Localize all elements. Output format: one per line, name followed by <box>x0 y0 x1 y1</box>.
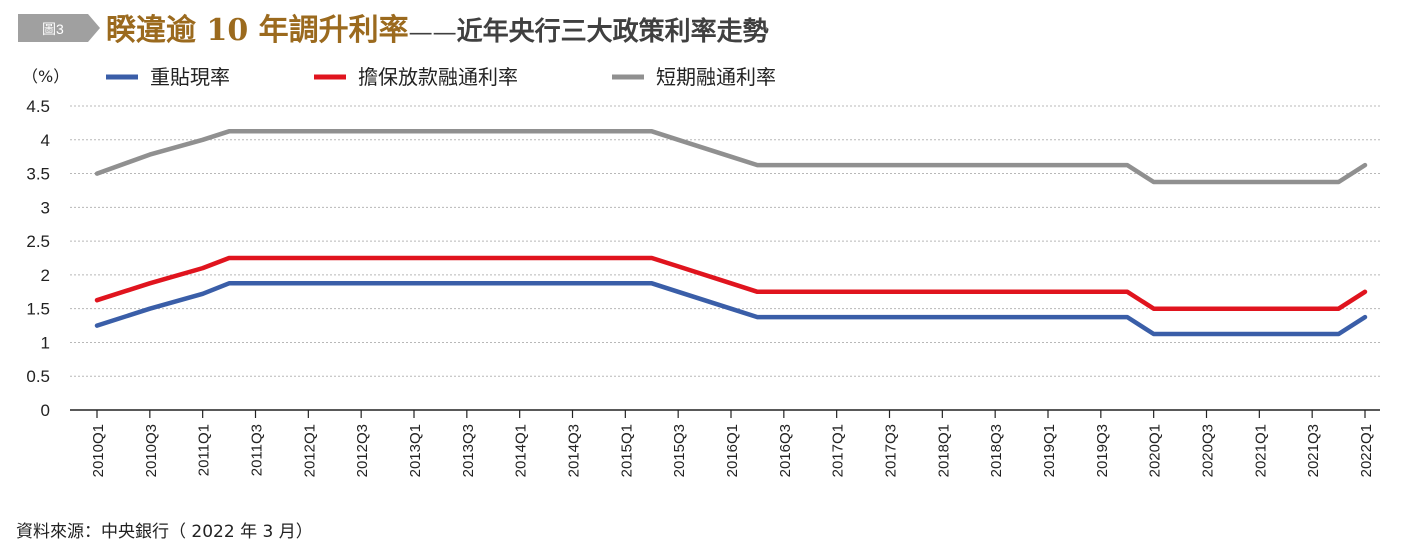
legend-label-3: 短期融通利率 <box>656 65 776 89</box>
y-tick-label: 3 <box>41 198 50 217</box>
x-tick-label: 2017Q3 <box>883 424 900 477</box>
x-tick-label: 2013Q3 <box>460 424 477 477</box>
x-tick-label: 2011Q1 <box>196 424 213 476</box>
chart-title-main: 睽違逾 10 年調升利率 <box>106 13 409 48</box>
y-tick-label: 0.5 <box>26 367 50 386</box>
series-line-1 <box>94 281 1368 337</box>
x-tick-label: 2016Q3 <box>777 424 794 477</box>
y-tick-label: 1 <box>41 333 50 352</box>
y-tick-label: 4 <box>41 131 50 150</box>
y-tick-label: 1.5 <box>26 300 50 319</box>
legend-label-2: 擔保放款融通利率 <box>358 65 518 89</box>
x-tick-label: 2022Q1 <box>1358 424 1375 477</box>
y-tick-label: 4.5 <box>26 97 50 116</box>
chart-subtitle: 近年央行三大政策利率走勢 <box>457 16 769 47</box>
legend-label-1: 重貼現率 <box>150 65 230 89</box>
chart-title-dash: —— <box>409 18 457 46</box>
chart-title: 睽違逾 10 年調升利率——近年央行三大政策利率走勢 <box>106 13 769 48</box>
x-tick-label: 2021Q3 <box>1305 424 1322 477</box>
x-tick-label: 2017Q1 <box>830 424 847 477</box>
y-axis-unit-label: （%） <box>22 67 69 86</box>
y-tick-label: 3.5 <box>26 165 50 184</box>
x-tick-label: 2012Q1 <box>301 424 318 477</box>
x-tick-label: 2018Q3 <box>988 424 1005 477</box>
series-lines <box>94 129 1368 337</box>
x-tick-label: 2019Q1 <box>1041 424 1058 477</box>
series-line-3 <box>94 129 1368 185</box>
x-tick-label: 2020Q3 <box>1200 424 1217 477</box>
source-note: 資料來源：中央銀行（ 2022 年 3 月） <box>16 522 313 542</box>
x-tick-label: 2019Q3 <box>1094 424 1111 477</box>
x-axis-ticks: 2010Q1 2010Q3 2011Q1 2011Q3 2012Q1 2012Q3 2013… <box>90 410 1375 477</box>
x-tick-label: 2016Q1 <box>724 424 741 477</box>
x-tick-label: 2014Q1 <box>513 424 530 477</box>
x-tick-label: 2020Q1 <box>1147 424 1164 477</box>
figure-tag-badge <box>18 14 100 42</box>
y-axis-ticks: 0 0.5 1 1.5 2 2.5 3 3.5 4 4.5 <box>26 97 50 420</box>
x-tick-label: 2015Q3 <box>671 424 688 477</box>
y-tick-label: 0 <box>41 401 50 420</box>
x-tick-label: 2012Q3 <box>354 424 371 477</box>
x-tick-label: 2013Q1 <box>407 424 424 477</box>
y-tick-label: 2 <box>41 266 50 285</box>
series-line-2 <box>94 255 1368 311</box>
chart-header: 圖3 睽違逾 10 年調升利率——近年央行三大政策利率走勢 <box>18 13 769 48</box>
x-tick-label: 2014Q3 <box>566 424 583 477</box>
x-tick-label: 2015Q1 <box>618 424 635 477</box>
x-tick-label: 2018Q1 <box>935 424 952 477</box>
legend: 重貼現率 擔保放款融通利率 短期融通利率 <box>106 65 776 89</box>
x-tick-label: 2010Q3 <box>143 424 160 477</box>
x-tick-label: 2011Q3 <box>249 424 266 476</box>
y-tick-label: 2.5 <box>26 232 50 251</box>
x-tick-label: 2010Q1 <box>90 424 107 477</box>
figure-tag: 圖3 <box>42 21 64 37</box>
x-tick-label: 2021Q1 <box>1252 424 1269 477</box>
